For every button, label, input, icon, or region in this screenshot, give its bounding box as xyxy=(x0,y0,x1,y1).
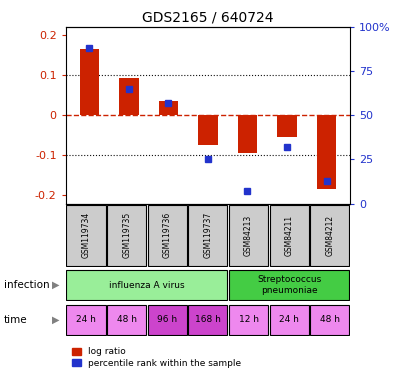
Bar xyxy=(238,115,258,153)
Bar xyxy=(148,305,187,335)
Text: GSM84212: GSM84212 xyxy=(326,215,334,256)
Text: 48 h: 48 h xyxy=(320,315,340,324)
Bar xyxy=(158,101,178,115)
Bar xyxy=(229,305,268,335)
Bar xyxy=(107,305,146,335)
Text: GSM119736: GSM119736 xyxy=(163,212,172,258)
Bar xyxy=(148,205,187,266)
Bar xyxy=(317,115,336,189)
Text: influenza A virus: influenza A virus xyxy=(109,281,185,290)
Text: GSM119734: GSM119734 xyxy=(82,212,90,258)
Bar xyxy=(229,270,349,300)
Bar xyxy=(198,115,218,145)
Text: ▶: ▶ xyxy=(52,314,59,325)
Text: time: time xyxy=(4,314,27,325)
Bar xyxy=(229,205,268,266)
Bar xyxy=(66,305,105,335)
Text: 168 h: 168 h xyxy=(195,315,221,324)
Bar xyxy=(107,205,146,266)
Text: infection: infection xyxy=(4,280,50,290)
Bar xyxy=(277,115,297,137)
Bar xyxy=(188,205,228,266)
Text: GSM119735: GSM119735 xyxy=(122,212,131,258)
Bar xyxy=(310,305,349,335)
Bar xyxy=(270,205,309,266)
Bar xyxy=(270,305,309,335)
Bar xyxy=(188,305,228,335)
Text: 96 h: 96 h xyxy=(157,315,178,324)
Bar xyxy=(66,205,105,266)
Legend: log ratio, percentile rank within the sample: log ratio, percentile rank within the sa… xyxy=(70,346,243,370)
Bar xyxy=(80,49,99,115)
Text: GSM84211: GSM84211 xyxy=(285,215,294,256)
Bar xyxy=(119,78,139,115)
Text: 24 h: 24 h xyxy=(76,315,96,324)
Bar xyxy=(310,205,349,266)
Text: 48 h: 48 h xyxy=(117,315,137,324)
Text: GSM84213: GSM84213 xyxy=(244,215,253,256)
Text: 12 h: 12 h xyxy=(239,315,259,324)
Text: GSM119737: GSM119737 xyxy=(203,212,213,258)
Text: 24 h: 24 h xyxy=(279,315,299,324)
Text: ▶: ▶ xyxy=(52,280,59,290)
Text: Streptococcus
pneumoniae: Streptococcus pneumoniae xyxy=(257,275,322,295)
Title: GDS2165 / 640724: GDS2165 / 640724 xyxy=(142,10,274,24)
Bar xyxy=(66,270,228,300)
